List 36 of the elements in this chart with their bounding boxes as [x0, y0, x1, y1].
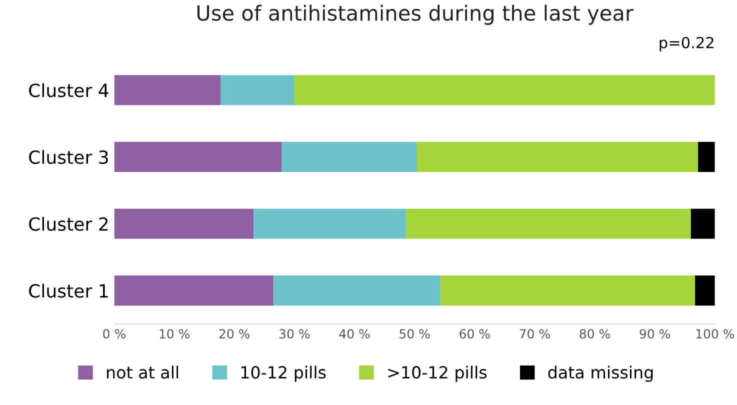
- legend-label: >10-12 pills: [388, 366, 487, 382]
- x-tick-label: 80 %: [580, 329, 610, 339]
- bar: [698, 142, 715, 172]
- y-tick-label: Cluster 1: [29, 284, 108, 298]
- x-tick-label: 100 %: [696, 329, 734, 339]
- bar: [294, 75, 715, 106]
- bar: [220, 75, 294, 106]
- legend-label: 10-12 pills: [241, 366, 326, 382]
- bar: [440, 276, 696, 306]
- bar: [406, 208, 691, 239]
- bar: [273, 276, 440, 306]
- x-tick-label: 0 %: [103, 329, 126, 339]
- bar: [416, 142, 698, 172]
- x-tick-label: 90 %: [640, 329, 670, 339]
- y-tick-label: Cluster 4: [29, 83, 108, 98]
- bar: [114, 208, 254, 239]
- bar: [695, 276, 715, 306]
- x-tick-label: 40 %: [339, 329, 370, 339]
- bar: [690, 208, 715, 239]
- x-tick-label: 60 %: [460, 329, 490, 339]
- bar: [282, 142, 417, 172]
- x-tick-label: 10 %: [160, 329, 190, 339]
- y-tick-label: Cluster 2: [29, 216, 108, 231]
- bar: [254, 208, 406, 239]
- legend-label: not at all: [107, 366, 178, 379]
- x-tick-label: 20 %: [219, 329, 250, 339]
- legend-label: data missing: [548, 366, 653, 382]
- x-tick-label: 50 %: [400, 329, 430, 339]
- y-tick-label: Cluster 3: [29, 150, 108, 164]
- bar: [114, 75, 221, 106]
- bar: [114, 142, 282, 172]
- x-tick-label: 70 %: [520, 329, 550, 339]
- x-tick-label: 30 %: [280, 329, 310, 339]
- text: p=0.22: [660, 36, 714, 52]
- chart-title: Use of antihistamines during the last year: [197, 4, 634, 25]
- bar: [114, 276, 274, 306]
